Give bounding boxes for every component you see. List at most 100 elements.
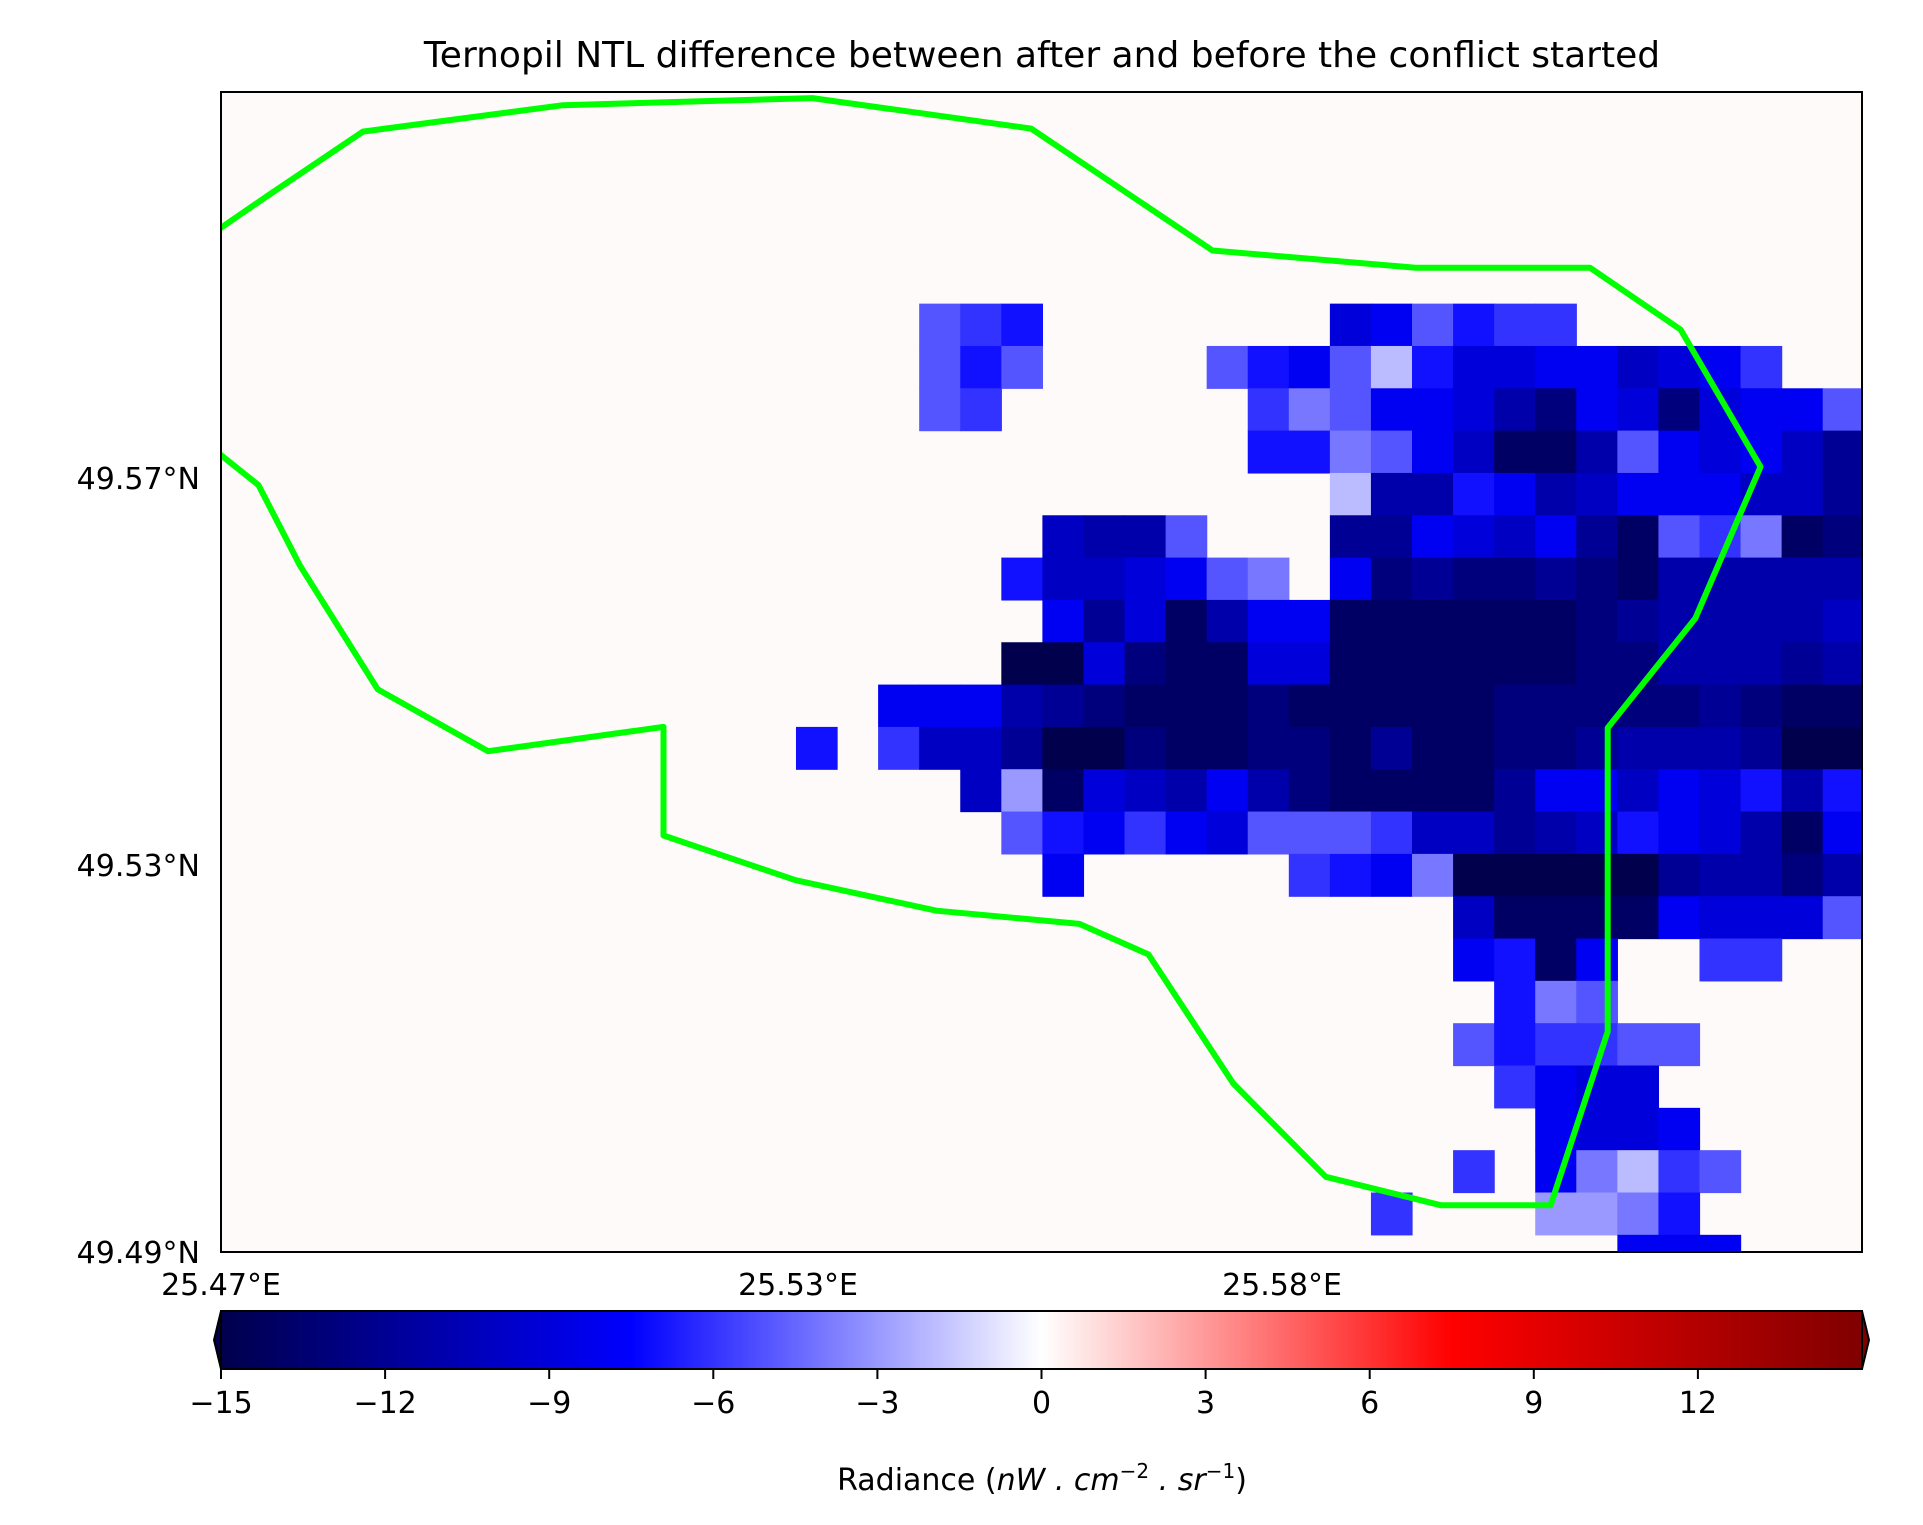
radiance-cell xyxy=(1083,811,1126,855)
radiance-cell xyxy=(1699,430,1742,474)
radiance-cell xyxy=(1658,472,1701,516)
radiance-cell xyxy=(1864,685,1906,728)
radiance-cell xyxy=(1781,853,1824,897)
radiance-cell xyxy=(1124,557,1167,601)
radiance-cell xyxy=(1535,726,1577,770)
radiance-cell xyxy=(1535,345,1577,389)
radiance-cell xyxy=(878,684,920,728)
radiance-cell xyxy=(1453,599,1495,643)
radiance-cell xyxy=(1576,896,1618,940)
radiance-cell xyxy=(1535,303,1577,347)
radiance-cell xyxy=(1740,684,1783,728)
colorbar-tick-label: 9 xyxy=(1524,1386,1543,1421)
radiance-cell xyxy=(1699,684,1742,728)
radiance-cell xyxy=(1001,303,1043,347)
radiance-cell xyxy=(1412,303,1454,347)
radiance-cell xyxy=(1864,769,1906,812)
radiance-cell xyxy=(1042,515,1085,559)
radiance-cell xyxy=(1453,769,1495,813)
radiance-cell xyxy=(1165,769,1208,813)
radiance-cell xyxy=(1535,1192,1577,1236)
radiance-cell xyxy=(1083,557,1126,601)
radiance-cell xyxy=(960,769,1002,813)
radiance-cell xyxy=(1247,684,1290,728)
radiance-cell xyxy=(1288,684,1331,728)
radiance-cell xyxy=(919,303,961,347)
lat-tick-label: 49.49°N xyxy=(77,1236,200,1271)
radiance-cell xyxy=(1494,1023,1536,1067)
radiance-cell xyxy=(1494,769,1536,813)
radiance-cell xyxy=(1042,811,1085,855)
radiance-cell xyxy=(1288,430,1331,474)
radiance-cell xyxy=(1617,642,1660,686)
radiance-cell xyxy=(1494,896,1536,940)
lat-tick-label: 49.57°N xyxy=(77,462,200,497)
radiance-cell xyxy=(1781,896,1824,940)
radiance-cell xyxy=(1453,388,1495,432)
radiance-cell xyxy=(1329,769,1372,813)
radiance-cell xyxy=(1781,599,1824,643)
radiance-cell xyxy=(1206,642,1249,686)
colorbar-tick-label: −9 xyxy=(527,1386,571,1421)
radiance-cell xyxy=(1494,557,1536,601)
radiance-cell xyxy=(1822,853,1862,897)
radiance-cell xyxy=(1288,853,1331,897)
radiance-cell xyxy=(1042,557,1085,601)
colorbar-label: Radiance (nW . cm−2 . sr−1) xyxy=(837,1459,1247,1498)
radiance-cell xyxy=(1412,599,1454,643)
radiance-cell xyxy=(1576,345,1618,389)
radiance-cell xyxy=(1165,557,1208,601)
radiance-cell xyxy=(1370,515,1413,559)
radiance-cell xyxy=(919,345,961,389)
colorbar-label-prefix: Radiance ( xyxy=(837,1463,997,1498)
radiance-cell xyxy=(1576,430,1618,474)
radiance-cell xyxy=(1288,726,1331,770)
radiance-cell xyxy=(1617,853,1660,897)
radiance-cell xyxy=(1042,853,1085,897)
radiance-cell xyxy=(1699,1150,1742,1194)
lon-tick-label: 25.53°E xyxy=(738,1268,858,1303)
radiance-cell xyxy=(1617,1107,1660,1151)
radiance-cell xyxy=(1864,854,1906,897)
radiance-cell xyxy=(1699,938,1742,982)
radiance-cell xyxy=(1083,684,1126,728)
radiance-cell xyxy=(878,726,920,770)
radiance-cell xyxy=(1370,853,1413,897)
colorbar-label-unit: nW . cm xyxy=(997,1463,1120,1498)
colorbar-label-exp1: −2 xyxy=(1120,1459,1149,1483)
radiance-cell xyxy=(1658,1023,1701,1067)
radiance-cell xyxy=(1042,726,1085,770)
radiance-cell xyxy=(1740,726,1783,770)
radiance-cell xyxy=(1083,726,1126,770)
radiance-cell xyxy=(1494,642,1536,686)
radiance-cell xyxy=(1329,388,1372,432)
lat-tick-label: 49.53°N xyxy=(77,849,200,884)
radiance-cell xyxy=(1206,557,1249,601)
radiance-cell xyxy=(1658,1234,1701,1252)
radiance-cell xyxy=(1535,938,1577,982)
radiance-cell xyxy=(1083,642,1126,686)
radiance-cell xyxy=(1699,1234,1742,1252)
radiance-cell xyxy=(1412,726,1454,770)
colorbar-tick-label: 3 xyxy=(1196,1386,1215,1421)
radiance-cell xyxy=(1822,811,1862,855)
chart-title: Ternopil NTL difference between after an… xyxy=(423,35,1660,76)
radiance-cell xyxy=(1370,599,1413,643)
radiance-cell xyxy=(1658,515,1701,559)
radiance-cell xyxy=(1740,769,1783,813)
radiance-cell xyxy=(1247,430,1290,474)
radiance-cell xyxy=(1247,388,1290,432)
radiance-cell xyxy=(1370,557,1413,601)
radiance-cell xyxy=(1699,769,1742,813)
radiance-cell xyxy=(1494,515,1536,559)
radiance-cell xyxy=(1822,472,1862,516)
radiance-cell xyxy=(1576,1150,1618,1194)
radiance-cell xyxy=(1822,430,1862,474)
radiance-cell xyxy=(1206,726,1249,770)
radiance-cell xyxy=(1781,388,1824,432)
radiance-cell xyxy=(1864,431,1906,474)
radiance-cell xyxy=(1329,472,1372,516)
radiance-cell xyxy=(1124,726,1167,770)
radiance-cell xyxy=(1494,853,1536,897)
radiance-cell xyxy=(1658,1107,1701,1151)
